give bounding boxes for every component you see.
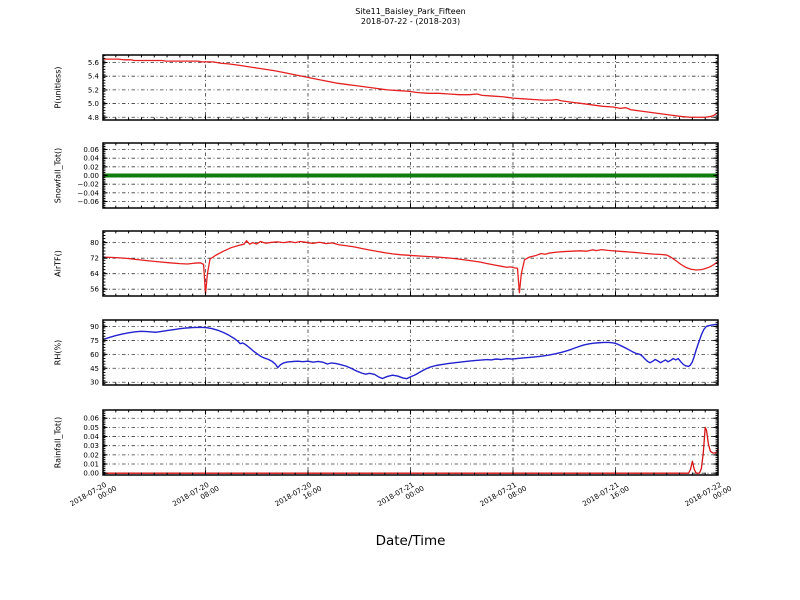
y-axis-label-rainfall: Rainfall_Tot(): [53, 416, 63, 469]
tick-marks: [102, 231, 719, 296]
figure-title-line1: Site11_Baisley_Park_Fifteen: [355, 7, 466, 16]
y-tick-labels: −0.06−0.04−0.020.000.020.040.06: [78, 146, 100, 206]
y-tick-label: 5.4: [88, 73, 100, 81]
y-tick-label: 0.04: [83, 155, 99, 163]
y-tick-label: 0.03: [83, 442, 99, 450]
y-tick-label: 90: [90, 323, 99, 331]
x-tick-label: 2018-07-2100:00: [376, 477, 425, 515]
y-tick-label: 0.06: [83, 415, 99, 423]
y-axis-label-p: P(unitless): [53, 66, 63, 109]
series-airtf: [103, 240, 718, 295]
x-axis-label: Date/Time: [375, 533, 446, 549]
figure-title-line2: 2018-07-22 - (2018-203): [360, 17, 461, 26]
y-tick-label: 45: [90, 365, 99, 373]
y-tick-label: 80: [90, 239, 99, 247]
y-tick-label: 5.6: [88, 59, 100, 67]
y-tick-label: 30: [90, 379, 99, 387]
y-tick-label: 75: [90, 337, 99, 345]
y-tick-label: 4.8: [88, 114, 99, 122]
series-p-unitless: [103, 58, 718, 118]
x-tick-label: 2018-07-2108:00: [479, 477, 528, 515]
figure-title: Site11_Baisley_Park_Fifteen 2018-07-22 -…: [103, 7, 718, 27]
y-tick-label: 0.00: [83, 172, 99, 180]
y-axis-label-rh: RH(%): [53, 339, 63, 366]
subplot-rainfall-tot: 0.000.01 0.020.030.040.050.06: [83, 409, 719, 478]
y-tick-label: 0.00: [83, 470, 99, 478]
y-tick-labels: 0.000.01 0.020.030.040.050.06: [83, 415, 99, 478]
subplot-rh-%: 30 45 60 75 90: [90, 319, 719, 387]
y-tick-label: 5.2: [88, 86, 99, 94]
y-tick-label: 64: [90, 270, 99, 278]
y-axis-label-snowfall: Snowfall_Tot(): [53, 147, 63, 204]
y-axis-label-airtf: AirTF(): [53, 250, 63, 277]
subplot-airtf: 56 64 72 80: [90, 230, 719, 297]
y-tick-label: 0.05: [83, 424, 99, 432]
y-tick-label: −0.06: [78, 198, 100, 206]
x-tick-label: 2018-07-2016:00: [274, 477, 323, 515]
y-tick-label: 5.0: [88, 100, 99, 108]
gridlines: [103, 55, 718, 120]
x-tick-label: 2018-07-2000:00: [69, 477, 118, 515]
y-tick-label: 72: [90, 255, 99, 263]
tick-marks: [102, 320, 719, 385]
y-tick-label: 0.04: [83, 433, 99, 441]
y-tick-label: 0.02: [83, 451, 99, 459]
y-tick-label: 0.06: [83, 146, 99, 154]
y-tick-labels: 4.8 5.0 5.2 5.4 5.6: [88, 59, 100, 122]
y-tick-label: 0.02: [83, 163, 99, 171]
series-rainfall-tot: [103, 426, 718, 474]
x-tick-labels: 2018-07-2000:00 2018-07-2008:00 2018-07-20…: [69, 477, 733, 515]
y-tick-labels: 56 64 72 80: [90, 239, 99, 294]
y-tick-label: 56: [90, 286, 99, 294]
subplot-snowfall-tot: −0.06−0.04−0.020.000.020.040.06: [78, 142, 719, 209]
tick-marks: [102, 410, 719, 475]
y-tick-label: 60: [90, 351, 99, 359]
y-tick-labels: 30 45 60 75 90: [90, 323, 99, 387]
x-tick-label: 2018-07-2200:00: [684, 477, 733, 515]
gridlines: [103, 320, 718, 385]
tick-marks: [102, 142, 719, 208]
series-rh-%: [103, 323, 718, 380]
x-tick-label: 2018-07-2008:00: [171, 477, 220, 515]
gridlines: [103, 410, 718, 475]
y-tick-label: −0.04: [78, 189, 100, 197]
x-tick-label: 2018-07-2116:00: [581, 477, 630, 515]
y-tick-label: −0.02: [78, 181, 99, 189]
tick-marks: [102, 55, 719, 120]
subplot-p-unitless: 4.8 5.0 5.2 5.4 5.6: [88, 54, 719, 122]
y-tick-label: 0.01: [83, 461, 99, 469]
